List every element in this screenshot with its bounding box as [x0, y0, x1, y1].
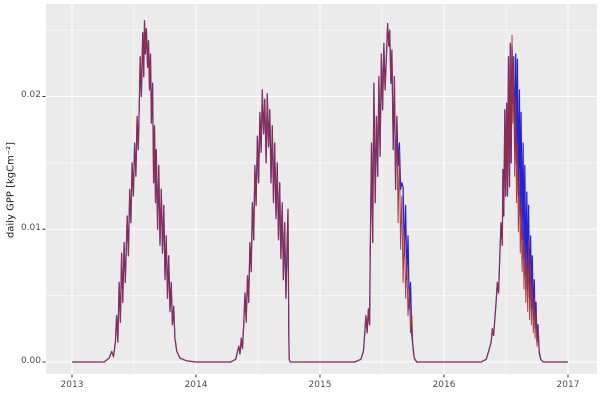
y-tick-label-0.00: 0.00: [20, 356, 41, 366]
y-tick-label-0.01: 0.01: [20, 223, 41, 233]
x-tick-label-2015: 2015: [308, 380, 332, 390]
y-tick-label-0.02: 0.02: [20, 90, 41, 100]
x-tick-label-2016: 2016: [432, 380, 456, 390]
x-tick-label-2014: 2014: [184, 380, 208, 390]
x-tick-label-2013: 2013: [60, 380, 84, 390]
x-tick-label-2017: 2017: [556, 380, 580, 390]
series-line-darkred: [72, 20, 568, 363]
